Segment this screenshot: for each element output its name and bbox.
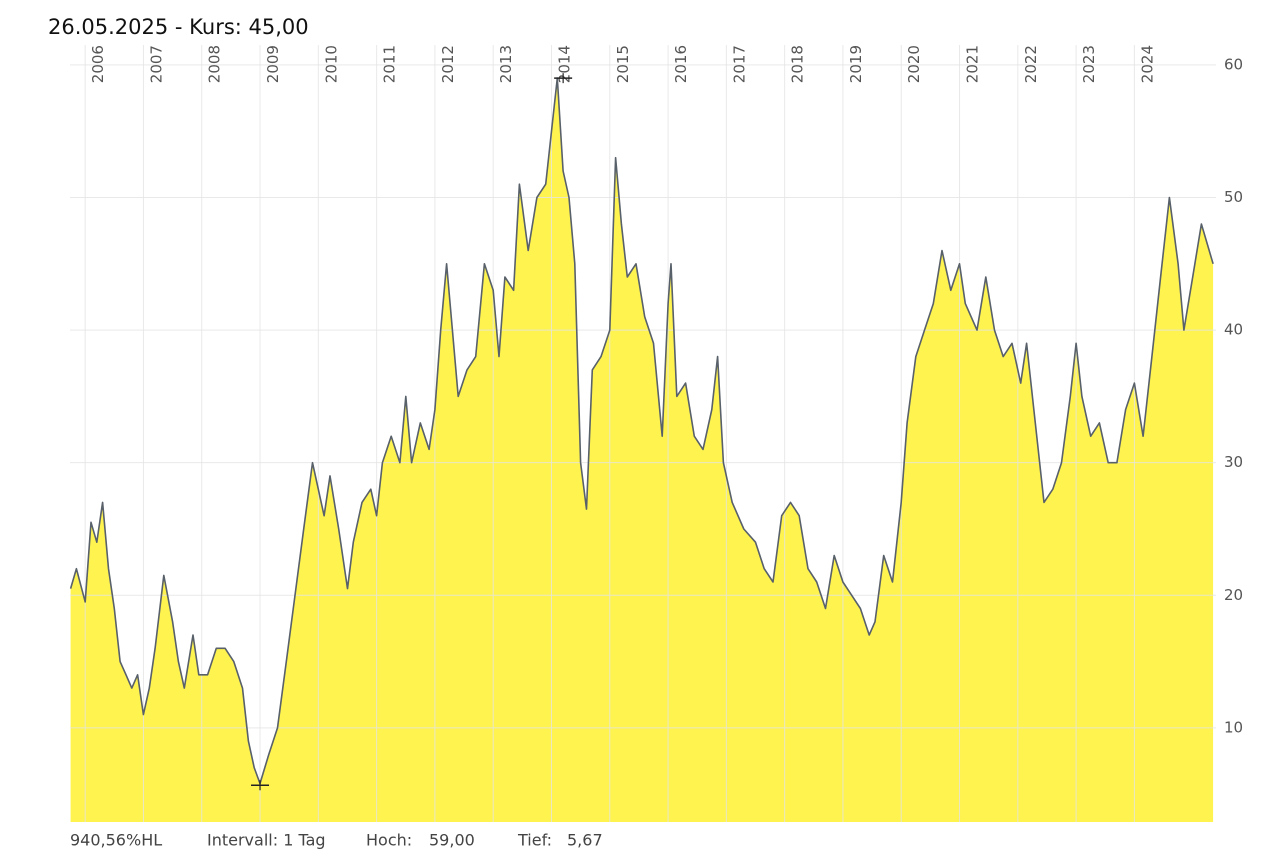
x-tick-label: 2022	[1022, 45, 1040, 83]
stat-label: Hoch:	[366, 831, 412, 850]
x-tick-label: 2016	[672, 45, 690, 83]
price-line	[69, 77, 1214, 785]
stat-label: Tief:	[517, 831, 552, 850]
x-tick-label: 2007	[147, 45, 165, 83]
x-tick-label: 2014	[555, 45, 573, 83]
x-tick-label: 2013	[497, 45, 515, 83]
footer-interval: Intervall: 1 Tag	[207, 831, 326, 850]
x-tick-label: 2018	[789, 45, 807, 83]
x-tick-label: 2023	[1080, 45, 1098, 83]
x-tick-label: 2020	[905, 45, 923, 83]
x-tick-label: 2009	[264, 45, 282, 83]
y-tick-label: 60	[1224, 55, 1243, 73]
footer-range: 940,56%HL	[70, 831, 162, 850]
stat-value: 59,00	[429, 831, 475, 850]
y-tick-label: 30	[1224, 453, 1243, 471]
chart-title: 26.05.2025 - Kurs: 45,00	[48, 15, 309, 39]
y-tick-label: 10	[1224, 718, 1243, 736]
x-tick-label: 2019	[847, 45, 865, 83]
area	[70, 78, 1214, 823]
x-tick-label: 2008	[206, 45, 224, 83]
x-tick-label: 2024	[1138, 45, 1156, 83]
x-tick-label: 2017	[730, 45, 748, 83]
stat-value: 5,67	[567, 831, 603, 850]
x-tick-label: 2006	[89, 45, 107, 83]
x-tick-label: 2015	[614, 45, 632, 83]
y-tick-label: 40	[1224, 321, 1243, 339]
y-tick-label: 20	[1224, 586, 1243, 604]
x-tick-label: 2012	[439, 45, 457, 83]
x-tick-label: 2011	[381, 45, 399, 83]
x-tick-label: 2010	[322, 45, 340, 83]
y-tick-label: 50	[1224, 188, 1243, 206]
x-tick-label: 2021	[964, 45, 982, 83]
